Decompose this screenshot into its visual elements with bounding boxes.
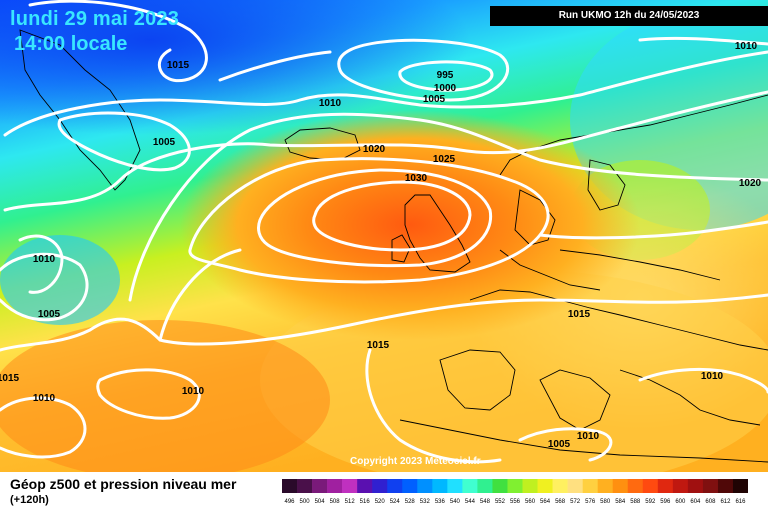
scale-swatch xyxy=(717,479,734,493)
scale-label: 524 xyxy=(390,499,401,505)
scale-label: 592 xyxy=(645,499,656,505)
isobar-label: 1025 xyxy=(433,154,456,165)
scale-label: 612 xyxy=(720,499,731,505)
scale-swatch xyxy=(327,479,343,493)
scale-label: 604 xyxy=(690,499,701,505)
scale-label: 584 xyxy=(615,499,626,505)
scale-label: 516 xyxy=(360,499,371,505)
scale-label: 508 xyxy=(330,499,341,505)
isobar-label: 1010 xyxy=(701,371,724,382)
scale-swatch xyxy=(372,479,388,493)
scale-swatch xyxy=(702,479,719,493)
scale-swatch xyxy=(432,479,448,493)
scale-label: 576 xyxy=(585,499,596,505)
forecast-date: lundi 29 mai 2023 xyxy=(10,8,180,30)
scale-swatch xyxy=(537,479,553,493)
isobar-label: 1010 xyxy=(33,393,56,404)
scale-label: 596 xyxy=(660,499,671,505)
isobar-label: 1030 xyxy=(405,173,428,184)
scale-swatch xyxy=(582,479,598,493)
scale-label: 568 xyxy=(555,499,566,505)
scale-swatch xyxy=(402,479,418,493)
scale-label: 532 xyxy=(420,499,431,505)
scale-label: 536 xyxy=(435,499,446,505)
isobar-label: 1010 xyxy=(319,98,342,109)
isobars xyxy=(0,0,768,464)
isobar-label: 1015 xyxy=(167,60,190,71)
scale-label: 544 xyxy=(465,499,476,505)
scale-label: 564 xyxy=(540,499,551,505)
isobar-label: 1010 xyxy=(182,386,205,397)
scale-label: 580 xyxy=(600,499,611,505)
isobar-label: 1015 xyxy=(0,373,20,384)
isobar-label: 1005 xyxy=(153,137,176,148)
scale-label: 528 xyxy=(405,499,416,505)
scale-swatch xyxy=(387,479,403,493)
scale-swatch xyxy=(552,479,568,493)
warm-ridge-core xyxy=(180,110,640,340)
run-info: Run UKMO 12h du 24/05/2023 xyxy=(558,10,700,21)
scale-swatch xyxy=(672,479,689,493)
scale-label: 520 xyxy=(375,499,386,505)
isobar-label: 1010 xyxy=(33,254,56,265)
scale-swatch xyxy=(627,479,644,493)
scale-swatch xyxy=(312,479,328,493)
scale-label: 504 xyxy=(315,499,326,505)
scale-swatch xyxy=(477,479,493,493)
legend-footer: Géop z500 et pression niveau mer (+120h)… xyxy=(0,472,768,512)
scale-label: 560 xyxy=(525,499,536,505)
scale-swatch xyxy=(297,479,313,493)
scale-label: 496 xyxy=(285,499,296,505)
color-scale: 496 500 504 508 512 516 520 524 528 532 536 540 544 5… xyxy=(282,479,748,505)
isobar-label: 1020 xyxy=(363,144,386,155)
scale-label: 600 xyxy=(675,499,686,505)
scale-label: 552 xyxy=(495,499,506,505)
forecast-range: (+120h) xyxy=(10,494,49,506)
scale-label: 500 xyxy=(300,499,311,505)
scale-label: 616 xyxy=(735,499,746,505)
run-info-box: Run UKMO 12h du 24/05/2023 xyxy=(490,6,768,26)
scale-swatch xyxy=(642,479,659,493)
scale-label: 608 xyxy=(705,499,716,505)
scale-swatch xyxy=(657,479,674,493)
scale-swatch xyxy=(492,479,508,493)
copyright-text: Copyright 2023 Meteociel.fr xyxy=(350,456,481,467)
scale-swatch xyxy=(732,479,748,493)
scale-swatch xyxy=(567,479,583,493)
scale-label: 548 xyxy=(480,499,491,505)
scale-swatch xyxy=(282,479,298,493)
scale-swatch xyxy=(447,479,463,493)
forecast-time: 14:00 locale xyxy=(14,33,128,55)
isobar-label: 1010 xyxy=(577,431,600,442)
isobar-label: 1010 xyxy=(735,41,758,52)
scale-swatch xyxy=(417,479,433,493)
isobar-label: 1020 xyxy=(739,178,762,189)
scale-swatch xyxy=(687,479,704,493)
isobar-label: 1005 xyxy=(423,94,446,105)
isobar-label: 995 xyxy=(437,70,454,81)
scale-swatch xyxy=(612,479,629,493)
scale-swatch xyxy=(522,479,538,493)
scale-label: 556 xyxy=(510,499,521,505)
isobar-label: 1015 xyxy=(568,309,591,320)
scale-swatch xyxy=(357,479,373,493)
scale-label: 540 xyxy=(450,499,461,505)
scale-label: 512 xyxy=(345,499,356,505)
chart-title: Géop z500 et pression niveau mer xyxy=(10,476,237,492)
isobar-label: 1000 xyxy=(434,83,457,94)
scale-swatch xyxy=(597,479,614,493)
scale-label: 572 xyxy=(570,499,581,505)
isobar-label: 1015 xyxy=(367,340,390,351)
scale-swatch xyxy=(462,479,478,493)
isobar-label: 1005 xyxy=(38,309,61,320)
scale-swatch xyxy=(507,479,523,493)
scale-label: 588 xyxy=(630,499,641,505)
scale-swatch xyxy=(342,479,358,493)
isobar-label: 1005 xyxy=(548,439,571,450)
